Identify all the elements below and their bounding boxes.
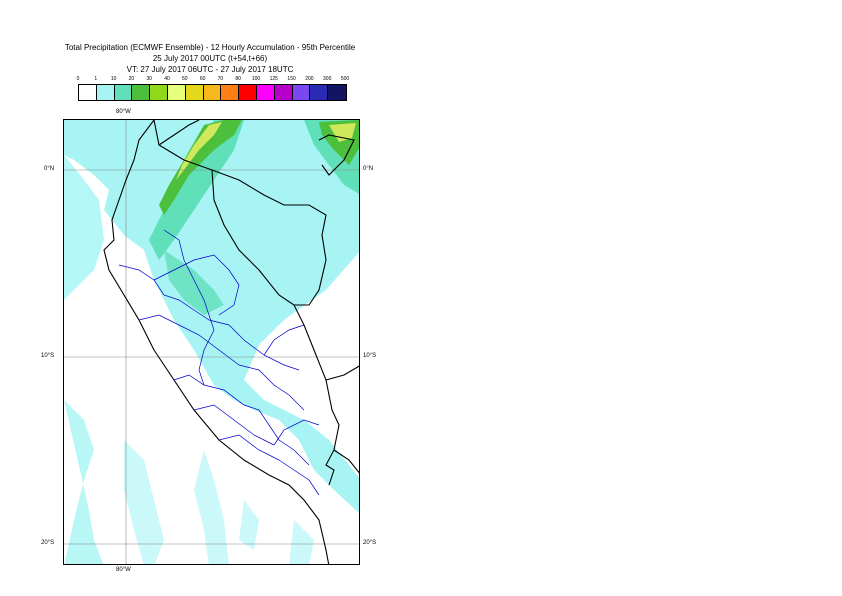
- country-borders: [103, 120, 359, 564]
- legend-swatch: [256, 85, 275, 100]
- legend-label: 80: [235, 76, 241, 82]
- legend-label: 300: [323, 76, 332, 82]
- legend-swatch: [185, 85, 204, 100]
- legend-label: 0: [76, 76, 80, 82]
- legend-label: 70: [217, 76, 224, 82]
- legend-label: 100: [251, 76, 261, 82]
- legend-label: 50: [182, 76, 188, 82]
- legend-label: 500: [340, 76, 350, 82]
- legend-swatch: [132, 85, 151, 100]
- lat-20-left-label: 20°S: [41, 540, 55, 546]
- legend-swatch: [328, 85, 346, 100]
- legend-label: 150: [287, 76, 296, 82]
- precip-heavy-area: [159, 120, 359, 215]
- bottom-longitude-label: 80°W: [116, 567, 131, 573]
- lat-10-left-label: 10°S: [41, 353, 55, 359]
- top-longitude-label: 80°W: [116, 109, 131, 115]
- precipitation-map: [64, 120, 359, 564]
- legend-label: 20: [128, 76, 135, 82]
- legend-label: 1: [94, 76, 98, 82]
- lat-10-right-label: 10°S: [363, 353, 377, 359]
- map-frame: [63, 119, 360, 565]
- lat-0-right-label: 0°N: [363, 166, 374, 172]
- legend-label: 40: [164, 76, 170, 82]
- legend-swatch: [150, 85, 168, 100]
- legend-swatch: [239, 85, 257, 100]
- legend-swatches: [78, 84, 347, 101]
- base-time: 25 July 2017 00UTC (t+54,t+66): [152, 54, 268, 63]
- legend-label: 10: [110, 76, 117, 82]
- lat-20-right-label: 20°S: [363, 540, 377, 546]
- regional-borders: [118, 229, 320, 496]
- precip-light-area: [64, 120, 359, 564]
- legend-label: 60: [199, 76, 206, 82]
- legend-label: 125: [269, 76, 278, 82]
- legend-swatch: [96, 85, 115, 100]
- legend-swatch: [203, 85, 222, 100]
- map-title: Total Precipitation (ECMWF Ensemble) - 1…: [64, 43, 356, 52]
- legend-label: 30: [146, 76, 152, 82]
- lat-0-left-label: 0°N: [44, 166, 55, 172]
- legend-swatch: [310, 85, 329, 100]
- legend-swatch: [292, 85, 311, 100]
- legend-swatch: [114, 85, 133, 100]
- legend-swatch: [167, 85, 186, 100]
- legend-label: 200: [305, 76, 314, 82]
- valid-time: VT: 27 July 2017 06UTC - 27 July 2017 18…: [126, 65, 294, 74]
- legend-swatch: [79, 85, 97, 100]
- legend-swatch: [274, 85, 293, 100]
- legend-swatch: [221, 85, 240, 100]
